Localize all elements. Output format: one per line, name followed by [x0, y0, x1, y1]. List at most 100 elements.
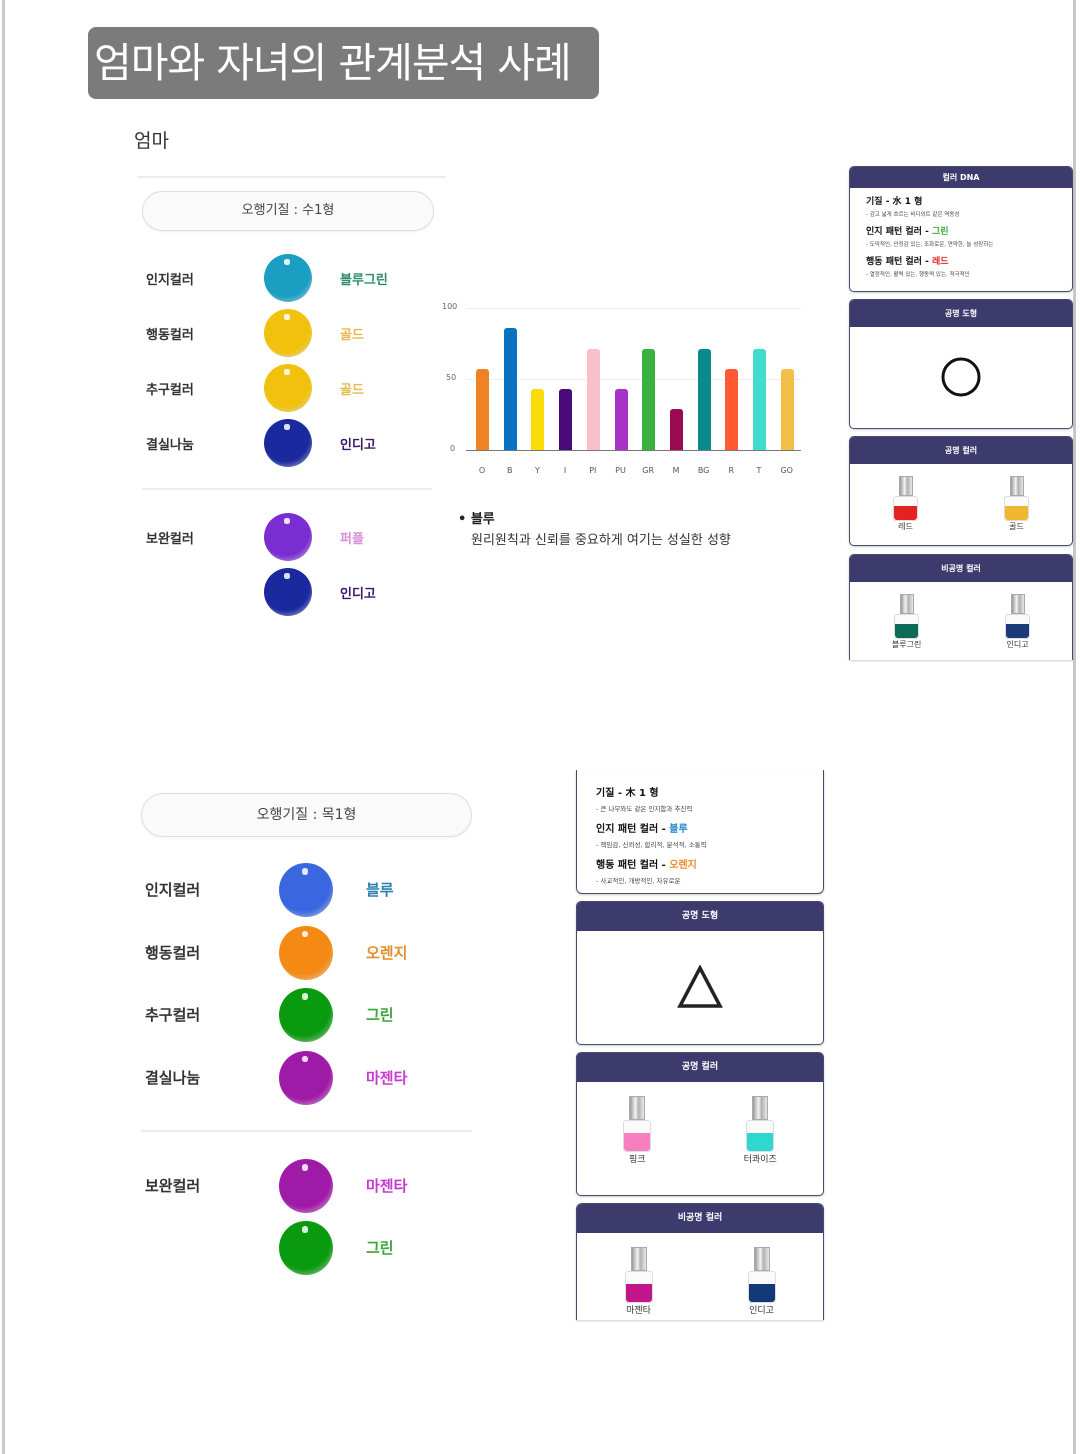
divider	[142, 488, 432, 490]
dna-title-text: 인지 패턴 컬러 -	[866, 227, 932, 237]
bottle-cap	[629, 1096, 646, 1120]
bottle-label: 인디고	[1006, 640, 1029, 649]
complement-label: 보완컬러	[146, 531, 194, 547]
x-axis	[466, 450, 801, 451]
color-name: 블루그린	[340, 272, 388, 288]
dna-line-title: 행동 패턴 컬러 - 오렌지	[596, 856, 823, 871]
bar-bg	[697, 349, 711, 450]
row-label: 행동컬러	[146, 327, 194, 343]
resonance-color-card: 공명 컬러 레드 골드	[849, 436, 1073, 546]
bottle-liquid	[894, 506, 917, 520]
bar-r	[725, 369, 739, 450]
bottle-label: 블루그린	[891, 640, 922, 649]
color-name: 마젠타	[366, 1068, 408, 1087]
row-label: 행동컬러	[145, 943, 201, 962]
bottle-cap	[753, 1247, 770, 1271]
color-name: 골드	[340, 327, 364, 343]
x-tick: M	[672, 466, 680, 475]
bottle-glass	[1004, 496, 1029, 521]
color-orb	[279, 1050, 333, 1105]
x-tick: B	[506, 466, 513, 475]
page-edge-left	[2, 0, 5, 1454]
bottle-glass	[893, 496, 918, 521]
subject-label: 엄마	[134, 130, 169, 152]
dna-line-desc: - 사교적인, 개방적인, 자유로운	[596, 877, 681, 885]
row-label: 추구컬러	[145, 1006, 201, 1025]
bar-go	[780, 369, 794, 450]
bar-y	[531, 388, 545, 450]
y-tick: 100	[442, 302, 458, 311]
nail-bottle: 인디고	[747, 1247, 776, 1316]
color-orb	[279, 988, 333, 1042]
triangle-icon	[677, 965, 723, 1008]
circle-icon	[941, 357, 981, 397]
card-header: 비공명 컬러	[577, 1204, 823, 1233]
dna-accent-text: 그린	[931, 227, 949, 237]
nail-bottle: 마젠타	[624, 1247, 653, 1316]
y-tick: 0	[450, 444, 456, 453]
bottle-label: 마젠타	[626, 1306, 651, 1316]
x-tick: T	[756, 466, 762, 475]
x-tick: R	[728, 466, 735, 475]
x-tick: GR	[642, 466, 655, 475]
color-orb	[279, 1221, 333, 1275]
bottle-label: 핑크	[628, 1155, 646, 1165]
x-tick: O	[478, 466, 486, 475]
color-name: 오렌지	[366, 943, 408, 962]
dna-line-title: 기질 - 水 1 형	[866, 194, 1072, 207]
bottle-glass	[747, 1271, 776, 1303]
color-dna-card: 컬러 DNA 기질 - 水 1 형 - 깊고 넓게 흐르는 비디외트 같은 역동성…	[849, 166, 1073, 292]
nail-bottle: 인디고	[1005, 594, 1031, 650]
x-tick: Y	[534, 466, 540, 475]
dna-line-desc: - 책임감, 신뢰성, 합리적, 분석적, 소통력	[596, 841, 707, 849]
nail-bottle: 블루그린	[892, 594, 921, 650]
color-orb	[264, 254, 312, 302]
x-tick: BG	[697, 466, 710, 475]
dna-line-title: 행동 패턴 컬러 - 레드	[866, 254, 1072, 267]
dna-title-text: 행동 패턴 컬러 -	[596, 860, 670, 871]
element-type-pill: 오행기질 : 수1형	[142, 191, 434, 231]
bottle-cap	[898, 476, 913, 496]
bottle-label: 터콰이즈	[743, 1155, 777, 1165]
dna-title-text: 기질 - 木 1 형	[596, 788, 659, 799]
dna-title-text: 기질 - 水 1 형	[866, 197, 923, 207]
bottle-cap	[1009, 476, 1024, 496]
bottle-liquid	[1006, 624, 1030, 638]
non-resonance-color-card: 비공명 컬러 블루그린 인디고	[849, 554, 1073, 660]
page-edge-right	[1073, 0, 1076, 1454]
bottle-glass	[894, 614, 920, 639]
row-label: 인지컬러	[146, 272, 194, 288]
dna-line-desc: - 깊고 넓게 흐르는 비디외트 같은 역동성	[866, 212, 960, 218]
bottle-liquid	[748, 1284, 775, 1302]
dna-accent-text: 블루	[669, 824, 688, 835]
bar-gr	[642, 349, 656, 450]
y-tick: 50	[446, 373, 457, 382]
card-header: 공명 도형	[577, 902, 823, 931]
dna-title-text: 행동 패턴 컬러 -	[866, 257, 932, 267]
chart-legend: • 블루 원리원칙과 신뢰를 중요하게 여기는 성실한 성향	[458, 508, 731, 548]
resonance-shape-card: 공명 도형	[576, 901, 824, 1045]
bar-i	[559, 388, 573, 450]
element-type-pill: 오행기질 : 목1형	[141, 793, 472, 837]
color-orb	[264, 309, 312, 357]
card-header: 공명 도형	[850, 300, 1072, 327]
color-orb	[264, 513, 312, 561]
bottle-cap	[899, 594, 914, 614]
bar-m	[669, 408, 683, 450]
bottle-liquid	[747, 1133, 774, 1151]
gridline-100	[466, 308, 801, 309]
legend-desc: 원리원칙과 신뢰를 중요하게 여기는 성실한 성향	[471, 533, 731, 548]
page-title: 엄마와 자녀의 관계분석 사례	[88, 27, 599, 99]
color-orb	[264, 568, 312, 616]
bottle-label: 레드	[898, 522, 913, 531]
color-orb	[279, 925, 333, 980]
dna-line-desc: - 열정적인, 활력 있는, 행동력 있는, 적극적인	[866, 272, 970, 278]
resonance-shape-card: 공명 도형	[849, 299, 1073, 429]
card-header: 비공명 컬러	[850, 555, 1072, 582]
x-tick: PI	[589, 466, 597, 475]
legend-head: • 블루	[458, 512, 495, 527]
bar-pi	[586, 349, 600, 450]
color-orb	[264, 419, 312, 467]
bottle-liquid	[625, 1284, 652, 1302]
bottle-liquid	[895, 624, 919, 638]
